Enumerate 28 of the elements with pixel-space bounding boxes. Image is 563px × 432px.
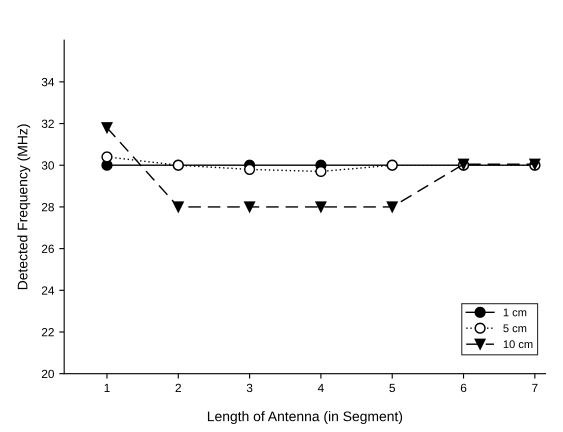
y-tick-label: 24 <box>42 286 54 295</box>
x-tick-label: 1 <box>104 384 110 392</box>
y-tick-label: 22 <box>42 328 54 336</box>
y-tick-label: 28 <box>42 202 54 212</box>
point <box>315 201 326 212</box>
point <box>244 201 256 212</box>
point <box>315 166 326 178</box>
x-tick-label: 3 <box>246 384 252 392</box>
y-axis-title: Detected Frequency (MHz) <box>17 124 30 290</box>
x-tick-label: 5 <box>389 384 396 392</box>
y-tick-label: 32 <box>42 120 54 128</box>
x-tick-label: 7 <box>532 384 538 392</box>
x-tick-label: 6 <box>460 384 466 392</box>
point <box>172 201 184 212</box>
point <box>244 164 256 175</box>
point <box>101 122 113 134</box>
x-axis-title: Length of Antenna (in Segment) <box>208 411 402 424</box>
legend-label: 5 cm <box>503 324 526 332</box>
point <box>386 201 398 212</box>
x-tick-label: 2 <box>176 384 181 392</box>
y-tick-label: 20 <box>42 370 54 378</box>
point <box>101 151 113 162</box>
legend-label: 1 cm <box>504 308 526 316</box>
legend-label: 10 cm <box>504 340 532 348</box>
y-tick-label: 26 <box>42 244 54 254</box>
y-tick-label: 34 <box>42 78 54 86</box>
y-tick-label: 30 <box>42 161 54 170</box>
x-tick-label: 4 <box>318 384 324 392</box>
